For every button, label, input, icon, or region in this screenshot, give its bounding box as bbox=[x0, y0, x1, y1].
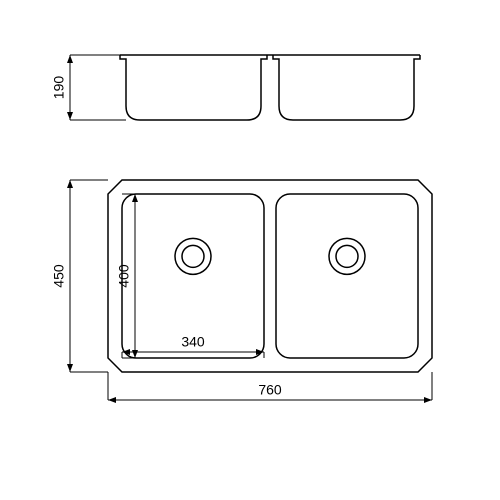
dimension-bowl-height: 400 bbox=[116, 264, 132, 288]
dimension-profile-depth: 190 bbox=[51, 76, 67, 100]
dimension-overall-height: 450 bbox=[51, 264, 67, 288]
dimension-overall-width: 760 bbox=[258, 382, 282, 398]
dimension-bowl-width: 340 bbox=[181, 334, 205, 350]
